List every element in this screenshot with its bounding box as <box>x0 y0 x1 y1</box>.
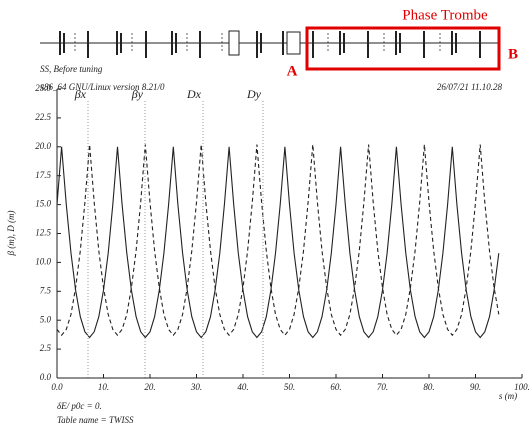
curve-label: Dy <box>246 87 262 101</box>
x-tick-label: 40. <box>237 382 248 392</box>
series-line <box>56 146 500 339</box>
y-tick-label: 22.5 <box>35 112 51 122</box>
lattice <box>40 30 500 58</box>
series-line <box>56 144 500 337</box>
y-tick-label: 2.5 <box>40 343 52 353</box>
y-tick-label: 10.0 <box>35 256 51 266</box>
curve-label: βx <box>74 87 87 101</box>
x-tick-label: 70. <box>377 382 388 392</box>
y-tick-label: 15.0 <box>35 199 51 209</box>
x-tick-label: 100. <box>514 382 530 392</box>
system-info: x86_64 GNU/Linux version 8.21/0 <box>39 82 165 92</box>
highlight-box <box>305 26 501 71</box>
footer-1: δE/ p0c = 0. <box>57 401 102 411</box>
x-tick-label: 80. <box>423 382 434 392</box>
y-tick-label: 12.5 <box>35 228 51 238</box>
marker-b: B <box>508 46 518 62</box>
y-tick-label: 20.0 <box>35 141 51 151</box>
x-tick-label: 20. <box>144 382 155 392</box>
y-axis-label: β (m), D (m) <box>6 211 16 257</box>
marker-a: A <box>287 63 298 79</box>
header: SS, Before tuning <box>40 64 103 74</box>
x-tick-label: 0.0 <box>51 382 63 392</box>
y-tick-label: 5.0 <box>40 314 52 324</box>
curve-label: Dx <box>186 87 202 101</box>
y-tick-label: 17.5 <box>35 170 51 180</box>
x-axis-label: s (m) <box>499 391 517 401</box>
y-tick-label: 25.0 <box>35 83 51 93</box>
y-tick-label: 0.0 <box>40 372 52 382</box>
curve-label: βy <box>131 87 144 101</box>
y-tick-label: 7.5 <box>40 285 52 295</box>
footer-2: Table name = TWISS <box>57 415 134 425</box>
x-tick-label: 50. <box>284 382 295 392</box>
timestamp: 26/07/21 11.10.28 <box>437 82 503 92</box>
x-tick-label: 60. <box>330 382 341 392</box>
x-tick-label: 90. <box>470 382 481 392</box>
x-tick-label: 10. <box>98 382 109 392</box>
x-tick-label: 30. <box>190 382 202 392</box>
annotation-box-label: Phase Trombe <box>402 7 488 23</box>
